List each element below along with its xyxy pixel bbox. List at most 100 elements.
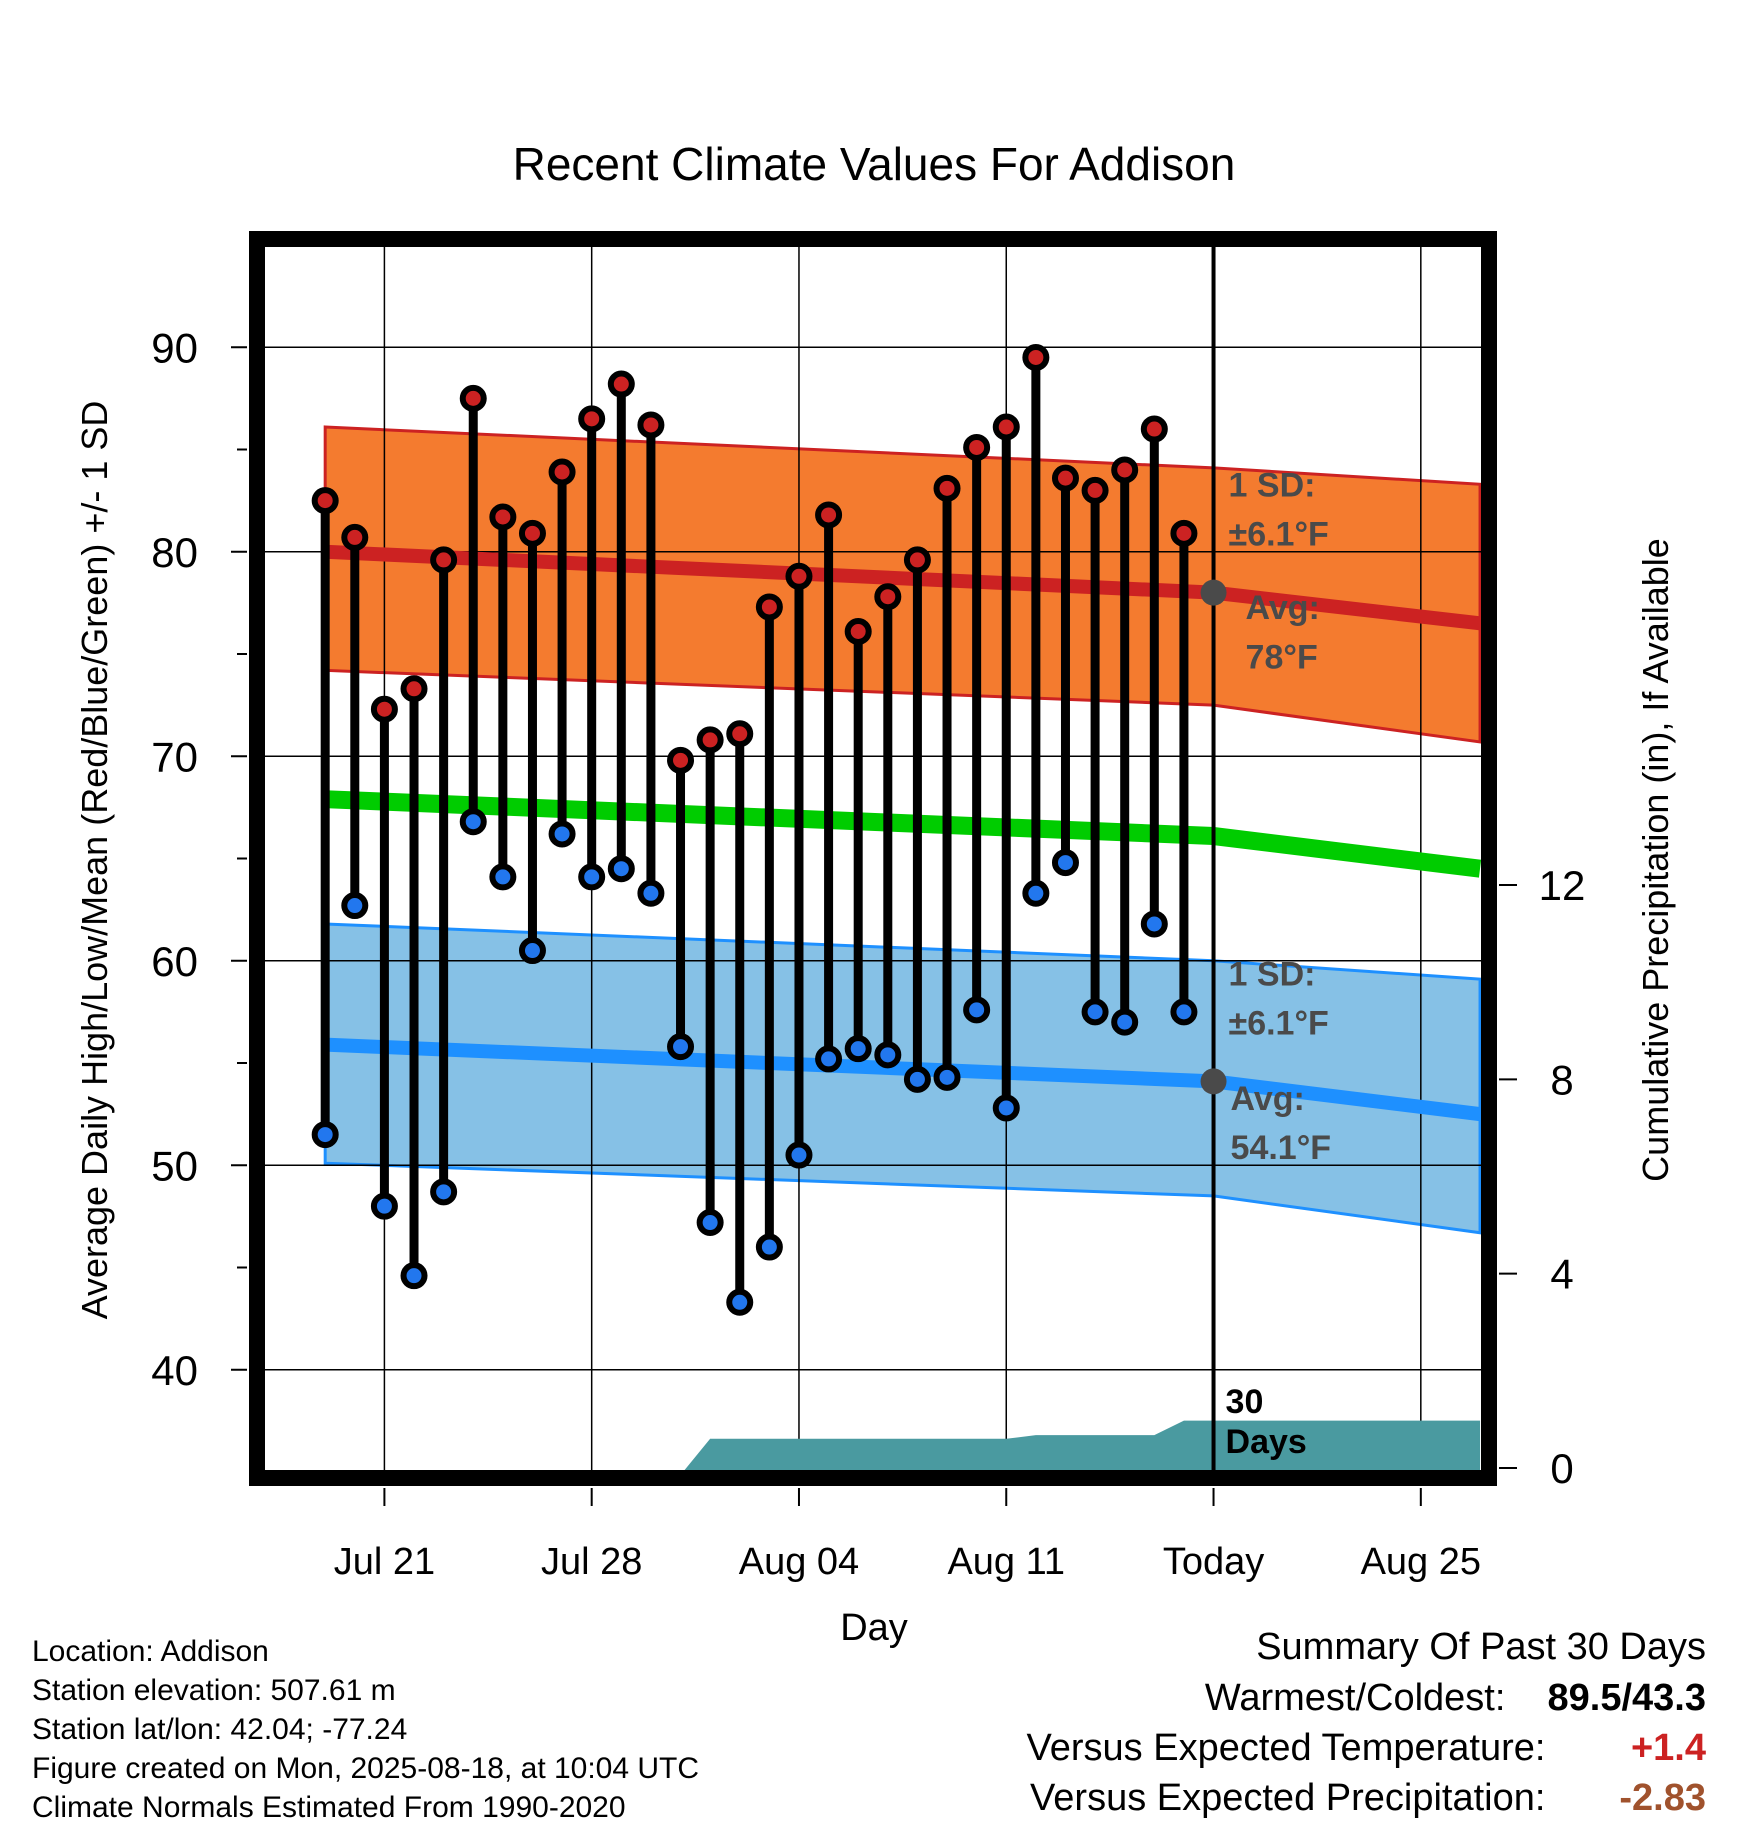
summary-warmest-value: 89.5/43.3: [1547, 1677, 1706, 1719]
y2-tick-label: 4: [1550, 1251, 1573, 1298]
daily-high-point: [844, 618, 872, 646]
daily-high-point: [785, 562, 813, 590]
daily-high-point: [1170, 519, 1198, 547]
info-created: Figure created on Mon, 2025-08-18, at 10…: [32, 1752, 700, 1785]
daily-low-point: [963, 996, 991, 1024]
daily-low-point: [726, 1288, 754, 1316]
low-sd-value: ±6.1°F: [1229, 1004, 1329, 1042]
high-sd-label: 1 SD:: [1229, 467, 1316, 505]
daily-low-point: [548, 820, 576, 848]
daily-high-point: [341, 523, 369, 551]
y2-tick-label: 12: [1539, 862, 1586, 909]
low-avg-today-marker: [1200, 1068, 1227, 1095]
daily-low-point: [370, 1192, 398, 1220]
daily-high-point: [1140, 415, 1168, 443]
chart-title: Recent Climate Values For Addison: [513, 138, 1236, 190]
precip-area: [680, 1420, 1481, 1472]
daily-high-point: [903, 546, 931, 574]
daily-low-point: [1022, 879, 1050, 907]
daily-high-point: [400, 675, 428, 703]
daily-low-point: [667, 1033, 695, 1061]
daily-low-point: [518, 937, 546, 965]
y-tick-label: 40: [151, 1347, 198, 1394]
daily-low-point: [992, 1094, 1020, 1122]
daily-high-point: [992, 413, 1020, 441]
daily-low-point: [1051, 849, 1079, 877]
daily-high-point: [963, 433, 991, 461]
daily-high-point: [1111, 456, 1139, 484]
x-tick-label: Aug 04: [739, 1541, 859, 1583]
daily-low-point: [1170, 998, 1198, 1026]
y2-tick-label: 0: [1550, 1445, 1573, 1492]
daily-low-point: [933, 1063, 961, 1091]
summary-temp-value: +1.4: [1630, 1727, 1706, 1769]
x-tick-label: Jul 21: [334, 1541, 435, 1583]
daily-low-point: [1140, 910, 1168, 938]
plot-frame: [249, 231, 1497, 1486]
low-sd-label: 1 SD:: [1229, 955, 1316, 993]
daily-low-point: [400, 1262, 428, 1290]
daily-low-point: [1081, 998, 1109, 1026]
low-avg-label: Avg:: [1231, 1080, 1305, 1118]
daily-low-point: [815, 1045, 843, 1073]
x-tick-label: Aug 25: [1361, 1541, 1481, 1583]
daily-high-point: [815, 501, 843, 529]
daily-high-point: [607, 370, 635, 398]
daily-high-point: [1051, 464, 1079, 492]
daily-low-point: [489, 863, 517, 891]
daily-low-point: [903, 1065, 931, 1093]
summary-title: Summary Of Past 30 Days: [1256, 1626, 1706, 1668]
daily-low-point: [578, 863, 606, 891]
y-tick-label: 90: [151, 324, 198, 371]
daily-high-point: [1022, 343, 1050, 371]
daily-high-point: [755, 593, 783, 621]
y-tick-label: 80: [151, 529, 198, 576]
daily-high-point: [489, 503, 517, 531]
daily-low-point: [459, 808, 487, 836]
y-axis-label: Average Daily High/Low/Mean (Red/Blue/Gr…: [74, 401, 115, 1320]
daily-low-point: [637, 879, 665, 907]
daily-low-point: [341, 892, 369, 920]
y-tick-label: 50: [151, 1142, 198, 1189]
summary-warmest-row: Warmest/Coldest: 89.5/43.3: [1205, 1678, 1706, 1718]
y-tick-label: 60: [151, 938, 198, 985]
x-axis-label: Day: [840, 1607, 908, 1649]
y2-tick-label: 8: [1550, 1056, 1573, 1103]
days-label-number: 30: [1226, 1383, 1264, 1421]
summary-precip-value: -2.83: [1619, 1777, 1706, 1819]
summary-precip-label: Versus Expected Precipitation:: [1030, 1777, 1546, 1819]
daily-low-point: [1111, 1008, 1139, 1036]
low-avg-value: 54.1°F: [1231, 1129, 1332, 1167]
high-avg-today-marker: [1200, 579, 1227, 606]
daily-low-point: [430, 1178, 458, 1206]
info-location: Location: Addison: [32, 1635, 269, 1668]
summary-warmest-label: Warmest/Coldest:: [1204, 1677, 1506, 1719]
daily-high-point: [518, 519, 546, 547]
summary-precip-row: Versus Expected Precipitation: -2.83: [1030, 1778, 1706, 1818]
x-tick-label: Aug 11: [947, 1541, 1065, 1583]
high-avg-label: Avg:: [1246, 589, 1320, 627]
daily-high-point: [1081, 476, 1109, 504]
daily-low-point: [696, 1209, 724, 1237]
daily-high-point: [578, 405, 606, 433]
y-tick-label: 70: [151, 733, 198, 780]
daily-high-point: [311, 487, 339, 515]
x-tick-label: Jul 28: [541, 1541, 642, 1583]
daily-low-point: [755, 1233, 783, 1261]
summary-temp-row: Versus Expected Temperature: +1.4: [1027, 1728, 1706, 1768]
daily-low-point: [844, 1035, 872, 1063]
daily-high-point: [430, 546, 458, 574]
daily-low-point: [311, 1121, 339, 1149]
days-label-text: Days: [1226, 1423, 1307, 1461]
daily-high-point: [459, 384, 487, 412]
daily-high-point: [933, 474, 961, 502]
high-sd-value: ±6.1°F: [1229, 516, 1329, 554]
summary-temp-label: Versus Expected Temperature:: [1026, 1727, 1546, 1769]
daily-high-point: [637, 411, 665, 439]
info-normals: Climate Normals Estimated From 1990-2020: [32, 1791, 626, 1824]
daily-high-point: [696, 726, 724, 754]
daily-low-point: [874, 1041, 902, 1069]
daily-high-point: [726, 720, 754, 748]
info-latlon: Station lat/lon: 42.04; -77.24: [32, 1713, 408, 1746]
